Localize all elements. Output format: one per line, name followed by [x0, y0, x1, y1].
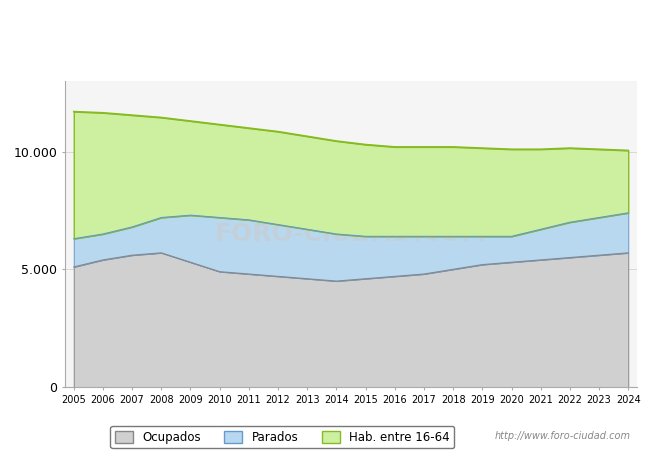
Text: http://www.foro-ciudad.com: http://www.foro-ciudad.com — [495, 431, 630, 441]
Text: Santa Cruz de la Palma - Evolucion de la poblacion en edad de Trabajar Mayo de 2: Santa Cruz de la Palma - Evolucion de la… — [49, 18, 601, 27]
Legend: Ocupados, Parados, Hab. entre 16-64: Ocupados, Parados, Hab. entre 16-64 — [111, 426, 454, 448]
Text: FORO-CIUDAD.COM: FORO-CIUDAD.COM — [215, 222, 487, 246]
